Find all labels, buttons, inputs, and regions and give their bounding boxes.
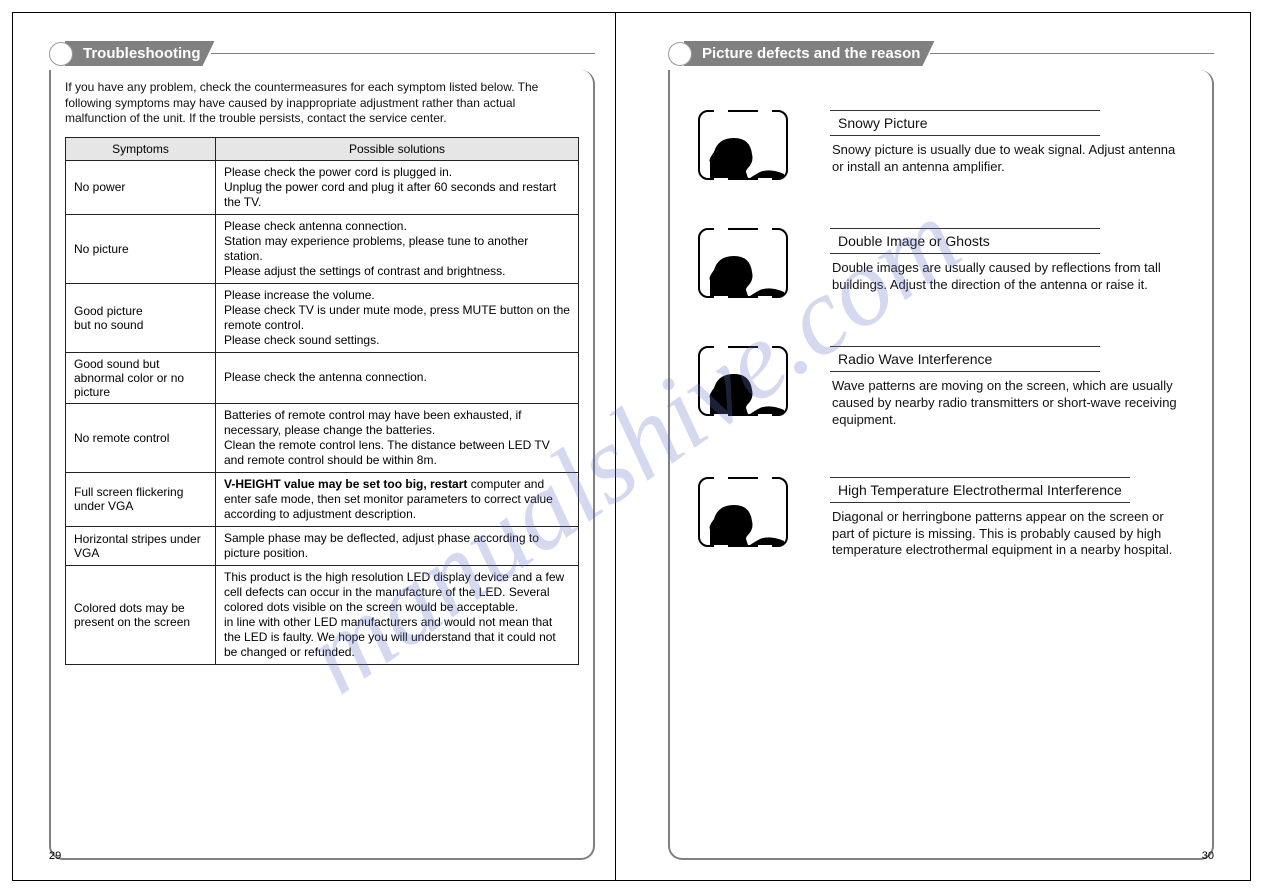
cell-symptom: Good sound but abnormal color or no pict… (66, 352, 216, 403)
cell-solution: Please check the power cord is plugged i… (216, 160, 579, 214)
defect-text: Snowy Picture Snowy picture is usually du… (830, 110, 1184, 176)
section-title-right: Picture defects and the reason (684, 41, 934, 66)
intro-text: If you have any problem, check the count… (65, 80, 579, 127)
tv-icon (698, 346, 788, 416)
cell-solution: Please increase the volume.Please check … (216, 283, 579, 352)
table-row: Full screen flickering under VGAV-HEIGHT… (66, 472, 579, 526)
cell-symptom: Colored dots may be present on the scree… (66, 565, 216, 664)
section-dot-icon (49, 42, 73, 66)
th-symptoms: Symptoms (66, 137, 216, 160)
cell-symptom: Horizontal stripes under VGA (66, 526, 216, 565)
defect-title: Snowy Picture (830, 110, 1100, 136)
section-title-left: Troubleshooting (65, 41, 215, 66)
content-box-left: If you have any problem, check the count… (49, 70, 595, 860)
page-number-right: 30 (1202, 850, 1214, 862)
defect-item: Snowy Picture Snowy picture is usually du… (698, 110, 1184, 180)
section-header-left: Troubleshooting (49, 41, 595, 66)
table-row: Good sound but abnormal color or no pict… (66, 352, 579, 403)
page-left: Troubleshooting If you have any problem,… (13, 13, 616, 880)
table-row: Horizontal stripes under VGASample phase… (66, 526, 579, 565)
table-row: No powerPlease check the power cord is p… (66, 160, 579, 214)
defect-desc: Double images are usually caused by refl… (830, 260, 1184, 294)
cell-solution: Sample phase may be deflected, adjust ph… (216, 526, 579, 565)
cell-symptom: No picture (66, 214, 216, 283)
section-dot-icon (668, 42, 692, 66)
cell-symptom: Good picturebut no sound (66, 283, 216, 352)
tv-icon (698, 228, 788, 298)
cell-solution: This product is the high resolution LED … (216, 565, 579, 664)
page-number-left: 29 (49, 850, 61, 862)
defect-title: High Temperature Electrothermal Interfer… (830, 477, 1130, 503)
table-row: No picturePlease check antenna connectio… (66, 214, 579, 283)
defect-item: High Temperature Electrothermal Interfer… (698, 477, 1184, 560)
defect-title: Double Image or Ghosts (830, 228, 1100, 254)
cell-solution: Please check the antenna connection. (216, 352, 579, 403)
cell-solution: Batteries of remote control may have bee… (216, 403, 579, 472)
defect-desc: Snowy picture is usually due to weak sig… (830, 142, 1184, 176)
cell-symptom: No power (66, 160, 216, 214)
page-spread: Troubleshooting If you have any problem,… (12, 12, 1251, 881)
table-row: Good picturebut no soundPlease increase … (66, 283, 579, 352)
troubleshooting-table: Symptoms Possible solutions No powerPlea… (65, 137, 579, 665)
defect-text: Double Image or Ghosts Double images are … (830, 228, 1184, 294)
cell-symptom: No remote control (66, 403, 216, 472)
section-header-right: Picture defects and the reason (668, 41, 1214, 66)
page-right: Picture defects and the reason Snowy Pic… (616, 13, 1250, 880)
content-box-right: Snowy Picture Snowy picture is usually du… (668, 70, 1214, 860)
tv-icon (698, 477, 788, 547)
defect-item: Radio Wave Interference Wave patterns are… (698, 346, 1184, 429)
cell-solution: V-HEIGHT value may be set too big, resta… (216, 472, 579, 526)
table-row: Colored dots may be present on the scree… (66, 565, 579, 664)
tv-icon (698, 110, 788, 180)
defect-item: Double Image or Ghosts Double images are … (698, 228, 1184, 298)
defect-title: Radio Wave Interference (830, 346, 1100, 372)
th-solutions: Possible solutions (216, 137, 579, 160)
defect-desc: Wave patterns are moving on the screen, … (830, 378, 1184, 429)
cell-solution: Please check antenna connection.Station … (216, 214, 579, 283)
cell-symptom: Full screen flickering under VGA (66, 472, 216, 526)
defect-text: High Temperature Electrothermal Interfer… (830, 477, 1184, 560)
defect-text: Radio Wave Interference Wave patterns are… (830, 346, 1184, 429)
table-row: No remote controlBatteries of remote con… (66, 403, 579, 472)
defect-desc: Diagonal or herringbone patterns appear … (830, 509, 1184, 560)
